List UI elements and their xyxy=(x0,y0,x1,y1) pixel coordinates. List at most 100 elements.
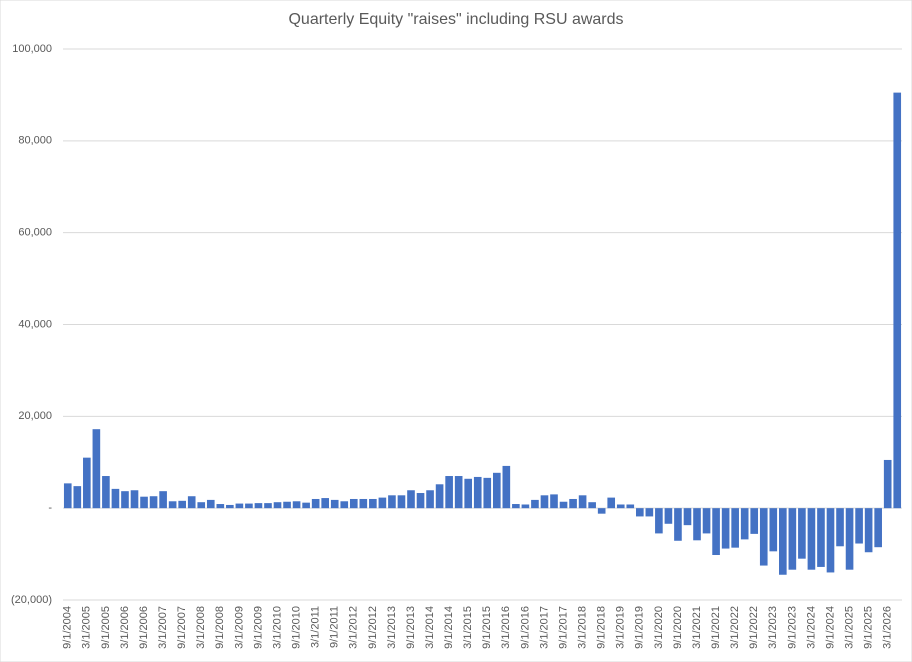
bar xyxy=(626,504,635,509)
bar xyxy=(712,508,720,556)
bar xyxy=(788,508,797,570)
bar xyxy=(121,491,129,509)
bar xyxy=(750,508,759,534)
bar xyxy=(330,499,339,509)
bar xyxy=(569,498,577,509)
bar xyxy=(254,503,263,509)
bar xyxy=(664,508,673,524)
bar xyxy=(445,476,453,509)
bar xyxy=(855,508,863,544)
bar xyxy=(292,501,301,509)
x-tick-label: 3/1/2012 xyxy=(348,606,360,649)
bar xyxy=(693,508,701,541)
bar xyxy=(206,499,215,509)
x-tick-label: 9/1/2023 xyxy=(786,606,798,649)
bar xyxy=(378,497,387,509)
bar xyxy=(635,508,644,517)
x-tick-label: 9/1/2010 xyxy=(290,606,302,649)
bar xyxy=(283,501,291,509)
x-tick-label: 3/1/2022 xyxy=(729,606,741,649)
x-tick-label: 3/1/2021 xyxy=(691,606,703,649)
bar xyxy=(845,508,854,570)
y-tick-label: (20,000) xyxy=(11,594,52,606)
bar xyxy=(588,502,596,509)
bar xyxy=(826,508,835,573)
bar xyxy=(388,495,396,509)
bar xyxy=(73,486,82,509)
bar xyxy=(473,476,482,509)
bar xyxy=(893,92,902,509)
bar xyxy=(340,501,349,509)
x-tick-label: 9/1/2006 xyxy=(138,606,150,649)
x-tick-label: 3/1/2020 xyxy=(653,606,665,649)
bar xyxy=(502,465,511,509)
bar xyxy=(550,494,558,509)
bar xyxy=(531,499,539,509)
x-tick-label: 3/1/2026 xyxy=(882,606,894,649)
x-tick-label: 3/1/2013 xyxy=(386,606,398,649)
bar xyxy=(769,508,778,552)
x-tick-label: 3/1/2011 xyxy=(310,606,322,648)
x-tick-label: 9/1/2020 xyxy=(672,606,684,649)
x-tick-label: 3/1/2005 xyxy=(81,606,93,649)
bar xyxy=(721,508,730,549)
bar xyxy=(559,501,568,509)
bar xyxy=(874,508,882,548)
x-tick-label: 3/1/2024 xyxy=(805,606,817,649)
bar xyxy=(187,496,196,509)
x-tick-label: 9/1/2004 xyxy=(62,606,74,649)
x-tick-label: 3/1/2025 xyxy=(843,606,855,649)
bar xyxy=(235,503,244,509)
bar xyxy=(111,488,120,509)
bar xyxy=(864,508,873,553)
bar xyxy=(454,476,463,509)
bar xyxy=(702,508,711,534)
bar xyxy=(369,498,377,509)
bar xyxy=(321,498,330,509)
bar xyxy=(655,508,663,534)
bar xyxy=(197,502,206,509)
x-tick-label: 3/1/2018 xyxy=(577,606,589,649)
y-tick-label: 80,000 xyxy=(18,135,52,147)
bar xyxy=(512,504,520,509)
bar xyxy=(836,508,844,547)
x-tick-label: 9/1/2014 xyxy=(443,606,455,649)
bar xyxy=(759,508,768,566)
bar xyxy=(807,508,816,570)
bar xyxy=(435,484,444,509)
x-tick-label: 3/1/2010 xyxy=(271,606,283,649)
x-tick-label: 9/1/2021 xyxy=(710,606,722,649)
bar xyxy=(407,490,415,509)
bar xyxy=(130,490,139,509)
bar xyxy=(616,504,625,509)
x-tick-label: 9/1/2016 xyxy=(519,606,531,649)
y-tick-label: - xyxy=(48,502,52,514)
bar xyxy=(416,493,425,509)
x-tick-label: 9/1/2025 xyxy=(863,606,875,649)
bar xyxy=(492,472,501,509)
x-tick-label: 3/1/2009 xyxy=(233,606,245,649)
bar xyxy=(798,508,806,559)
x-tick-label: 3/1/2017 xyxy=(538,606,550,649)
bar xyxy=(464,478,473,509)
chart-title: Quarterly Equity "raises" including RSU … xyxy=(288,11,623,28)
x-tick-label: 9/1/2019 xyxy=(634,606,646,649)
x-tick-label: 3/1/2014 xyxy=(424,606,436,649)
x-tick-label: 3/1/2019 xyxy=(615,606,627,649)
bar xyxy=(302,502,310,509)
bar xyxy=(578,495,587,509)
x-tick-label: 9/1/2009 xyxy=(252,606,264,649)
bar xyxy=(349,498,358,509)
x-tick-label: 9/1/2018 xyxy=(596,606,608,649)
x-tick-label: 9/1/2017 xyxy=(557,606,569,649)
x-tick-label: 9/1/2012 xyxy=(367,606,379,649)
x-tick-label: 9/1/2007 xyxy=(176,606,188,649)
bar xyxy=(817,508,825,567)
x-tick-label: 9/1/2011 xyxy=(329,606,341,648)
x-tick-label: 3/1/2016 xyxy=(500,606,512,649)
y-tick-label: 40,000 xyxy=(18,318,52,330)
bar xyxy=(483,477,492,509)
